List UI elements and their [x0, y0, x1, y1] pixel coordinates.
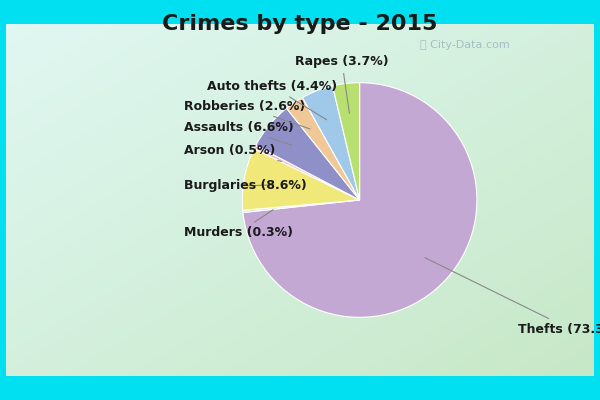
Text: Arson (0.5%): Arson (0.5%): [184, 144, 281, 161]
Wedge shape: [332, 83, 359, 200]
Text: Burglaries (8.6%): Burglaries (8.6%): [184, 180, 307, 192]
Text: Murders (0.3%): Murders (0.3%): [184, 210, 293, 239]
Wedge shape: [287, 98, 359, 200]
Wedge shape: [302, 86, 359, 200]
Wedge shape: [243, 83, 477, 317]
Wedge shape: [254, 146, 359, 200]
Text: Auto thefts (4.4%): Auto thefts (4.4%): [207, 80, 337, 120]
Text: Assaults (6.6%): Assaults (6.6%): [184, 121, 293, 145]
Text: ⓘ City-Data.com: ⓘ City-Data.com: [420, 40, 510, 50]
Text: Robberies (2.6%): Robberies (2.6%): [184, 100, 310, 129]
Text: Thefts (73.3%): Thefts (73.3%): [425, 258, 600, 336]
Text: Rapes (3.7%): Rapes (3.7%): [295, 55, 389, 113]
Wedge shape: [242, 149, 359, 210]
Wedge shape: [256, 108, 359, 200]
Text: Crimes by type - 2015: Crimes by type - 2015: [163, 14, 437, 34]
Wedge shape: [243, 200, 359, 212]
